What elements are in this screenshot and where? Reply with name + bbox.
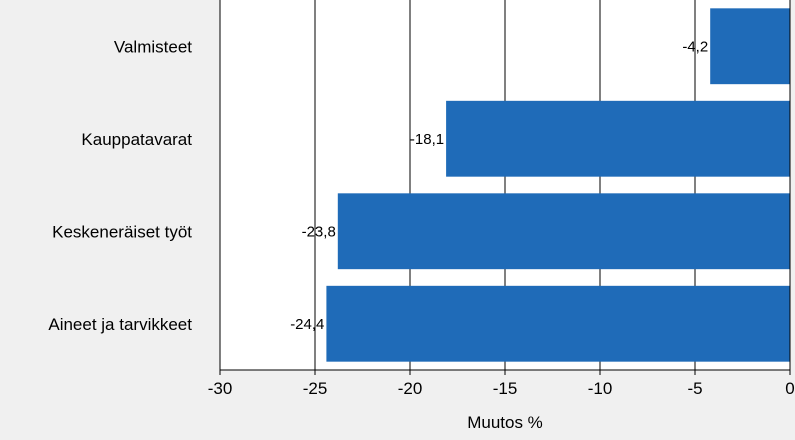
data-label: -24,4 [290, 316, 324, 333]
bar [446, 100, 790, 177]
category-label: Aineet ja tarvikkeet [48, 315, 192, 334]
bar [710, 8, 790, 85]
x-tick-label: -25 [303, 379, 328, 398]
x-tick-label: 0 [785, 379, 794, 398]
data-label: -23,8 [302, 223, 336, 240]
x-tick-label: -5 [687, 379, 702, 398]
bar [326, 285, 790, 362]
x-tick-label: -20 [398, 379, 423, 398]
category-label: Valmisteet [114, 37, 192, 56]
bars [326, 8, 790, 362]
x-tick-label: -15 [493, 379, 518, 398]
category-label: Keskeneräiset työt [52, 222, 192, 241]
bar [337, 193, 790, 270]
category-label: Kauppatavarat [81, 130, 192, 149]
data-label: -4,2 [682, 38, 708, 55]
category-labels: Valmisteet Kauppatavarat Keskeneräiset työ… [48, 37, 192, 334]
x-axis-title: Muutos % [467, 413, 543, 432]
data-labels: -4,2 -18,1 -23,8 -24,4 [290, 38, 708, 333]
x-tick-label: -30 [208, 379, 233, 398]
data-label: -18,1 [410, 131, 444, 148]
x-tick-labels: -30 -25 -20 -15 -10 -5 0 [208, 379, 795, 398]
x-tick-label: -10 [588, 379, 613, 398]
